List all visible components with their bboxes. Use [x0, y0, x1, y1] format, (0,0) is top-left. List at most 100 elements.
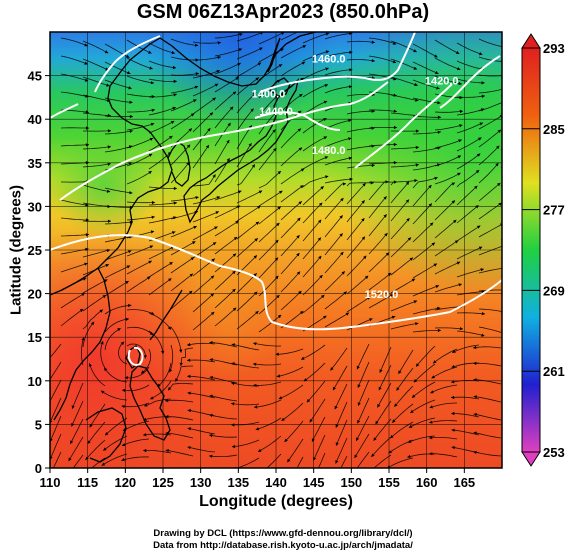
korea-coast: [167, 141, 191, 187]
streamline-arrow: [121, 404, 125, 409]
streamline: [500, 184, 502, 187]
streamline: [148, 278, 172, 296]
sakhalin-coast: [267, 37, 281, 73]
y-tick-label: 25: [28, 243, 42, 258]
streamline: [412, 203, 433, 225]
streamline: [309, 398, 326, 423]
streamline-arrow: [232, 91, 237, 95]
streamline: [50, 361, 62, 381]
y-tick-label: 10: [28, 374, 42, 389]
y-tick-label: 35: [28, 156, 42, 171]
streamline: [148, 42, 176, 54]
streamline-arrow: [278, 64, 283, 68]
streamline: [89, 403, 106, 428]
streamline-arrow: [71, 423, 75, 427]
streamline-arrow: [299, 94, 303, 98]
streamline-arrow: [216, 69, 220, 74]
streamline-arrow: [459, 109, 463, 114]
streamline-arrow: [458, 81, 462, 86]
streamline-arrow: [150, 230, 155, 234]
streamline-arrow: [232, 444, 236, 449]
streamline-arrow: [129, 100, 133, 104]
x-tick-label: 160: [416, 475, 438, 490]
streamline-arrow: [172, 65, 176, 70]
streamline: [192, 41, 221, 44]
x-tick-label: 155: [378, 475, 400, 490]
streamline-arrow: [81, 293, 85, 297]
streamline-arrow: [148, 171, 152, 175]
streamline: [214, 48, 243, 57]
streamline-arrow: [458, 139, 462, 143]
streamline-arrow: [194, 43, 199, 47]
streamline: [456, 312, 486, 315]
streamline: [413, 363, 436, 383]
streamline: [126, 309, 155, 315]
streamline-arrow: [317, 237, 321, 241]
streamline: [390, 237, 412, 258]
streamline: [258, 170, 282, 189]
streamline-arrow: [171, 231, 176, 235]
streamline-arrow: [480, 268, 484, 272]
streamline: [258, 257, 279, 279]
streamline: [346, 40, 375, 43]
streamline-arrow: [303, 378, 308, 382]
streamline-arrow: [516, 129, 519, 132]
credit-dcl: Drawing by DCL (https://www.gfd-dennou.o…: [153, 528, 413, 539]
streamline-arrow: [151, 215, 155, 219]
streamline: [346, 182, 366, 205]
streamline-arrow: [475, 205, 479, 209]
streamline: [148, 135, 173, 152]
streamline-arrow: [144, 403, 148, 407]
streamline: [324, 312, 350, 328]
streamline-arrow: [371, 40, 375, 44]
streamline: [82, 309, 104, 330]
streamline-arrow: [71, 405, 75, 409]
streamline: [408, 417, 436, 429]
y-tick-label: 20: [28, 287, 42, 302]
streamline: [209, 395, 238, 402]
streamline: [187, 446, 216, 453]
streamline: [377, 382, 392, 408]
streamline: [231, 421, 260, 426]
streamline-arrow: [356, 437, 360, 441]
streamline: [390, 217, 410, 240]
streamline: [340, 455, 348, 468]
streamline-arrow: [479, 52, 483, 56]
streamline-arrow: [122, 388, 126, 393]
streamline: [214, 91, 237, 111]
streamline-arrow: [253, 342, 257, 346]
streamline: [170, 85, 199, 94]
streamline: [346, 296, 371, 313]
streamline-arrow: [195, 196, 199, 200]
streamline: [104, 221, 133, 225]
streamline: [412, 263, 438, 279]
streamline: [214, 270, 236, 291]
streamline: [390, 300, 418, 312]
streamline-arrow: [473, 345, 477, 350]
streamline: [302, 185, 325, 206]
streamline-arrow: [235, 221, 239, 225]
streamline: [170, 225, 197, 238]
streamline-arrow: [515, 146, 518, 150]
streamline-arrow: [299, 311, 304, 315]
streamline: [192, 293, 215, 313]
streamline-arrow: [349, 68, 353, 72]
streamline: [434, 155, 462, 167]
streamline-arrow: [349, 177, 353, 181]
streamline: [368, 252, 390, 273]
streamline: [456, 268, 484, 278]
streamline-arrow: [437, 101, 441, 105]
streamline: [456, 169, 480, 188]
streamline-arrow: [473, 361, 477, 365]
streamline-arrow: [407, 454, 411, 459]
streamline: [456, 153, 481, 170]
streamline: [390, 181, 410, 204]
streamline: [214, 190, 242, 201]
streamline-arrow: [435, 70, 439, 74]
y-tick-label: 30: [28, 199, 42, 214]
streamline-arrow: [503, 266, 506, 269]
streamline: [452, 344, 480, 353]
streamline-arrow: [392, 419, 396, 423]
streamline: [104, 43, 130, 58]
streamline-arrow: [428, 185, 432, 189]
